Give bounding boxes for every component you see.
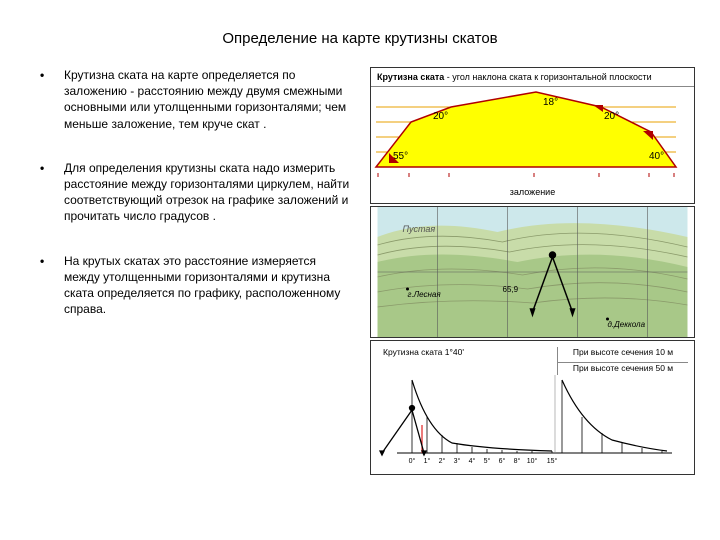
fig3-body: 0° 1° 2° 3° 4° 5° 6° 8° 10° 15° xyxy=(377,375,688,470)
fig3-header-row1: Крутизна ската 1°40' При высоте сечения … xyxy=(377,347,688,363)
fig3-header-row2: При высоте сечения 50 м xyxy=(377,363,688,375)
svg-text:65,9: 65,9 xyxy=(503,285,519,294)
svg-text:3°: 3° xyxy=(454,457,461,465)
slope-graph: Крутизна ската 1°40' При высоте сечения … xyxy=(370,340,695,475)
svg-text:Пустая: Пустая xyxy=(403,224,436,234)
bullet-item: • Крутизна ската на карте определяется п… xyxy=(40,67,350,132)
content-row: • Крутизна ската на карте определяется п… xyxy=(0,67,720,475)
topo-map: г.Лесная д.Деккола 65,9 Пустая xyxy=(370,206,695,338)
bullet-item: • На крутых скатах это расстояние измеря… xyxy=(40,253,350,318)
text-column: • Крутизна ската на карте определяется п… xyxy=(40,67,350,475)
svg-text:2°: 2° xyxy=(439,457,446,465)
bullet-marker: • xyxy=(40,67,64,132)
bullet-item: • Для определения крутизны ската надо из… xyxy=(40,160,350,225)
svg-text:4°: 4° xyxy=(469,457,476,465)
bullet-marker: • xyxy=(40,160,64,225)
svg-text:20°: 20° xyxy=(604,111,619,122)
svg-text:0°: 0° xyxy=(409,457,416,465)
svg-text:20°: 20° xyxy=(433,111,448,122)
svg-text:г.Лесная: г.Лесная xyxy=(408,290,442,299)
svg-text:15°: 15° xyxy=(547,457,558,465)
svg-text:8°: 8° xyxy=(514,457,521,465)
page-title: Определение на карте крутизны скатов xyxy=(0,0,720,67)
svg-text:40°: 40° xyxy=(649,151,664,162)
bullet-text: На крутых скатах это расстояние измеряет… xyxy=(64,253,350,318)
figure-column: Крутизна ската - угол наклона ската к го… xyxy=(370,67,695,475)
svg-text:10°: 10° xyxy=(527,457,538,465)
svg-text:5°: 5° xyxy=(484,457,491,465)
bullet-marker: • xyxy=(40,253,64,318)
svg-text:1°: 1° xyxy=(424,457,431,465)
svg-text:18°: 18° xyxy=(543,97,558,108)
fig1-footer: заложение xyxy=(371,185,694,197)
bullet-text: Для определения крутизны ската надо изме… xyxy=(64,160,350,225)
svg-text:д.Деккола: д.Деккола xyxy=(608,320,646,329)
bullet-text: Крутизна ската на карте определяется по … xyxy=(64,67,350,132)
slope-diagram: Крутизна ската - угол наклона ската к го… xyxy=(370,67,695,204)
svg-text:6°: 6° xyxy=(499,457,506,465)
fig1-header: Крутизна ската - угол наклона ската к го… xyxy=(371,68,694,87)
fig1-body: 55° 20° 18° 20° 40° xyxy=(371,87,694,185)
